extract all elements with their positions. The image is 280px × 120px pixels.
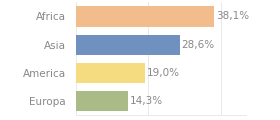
Text: 14,3%: 14,3% — [130, 96, 163, 106]
Text: 38,1%: 38,1% — [216, 12, 249, 21]
Text: 19,0%: 19,0% — [147, 68, 180, 78]
Bar — [76, 63, 145, 83]
Text: 28,6%: 28,6% — [182, 40, 215, 50]
Bar — [76, 35, 179, 55]
Bar — [76, 6, 214, 27]
Bar — [76, 91, 128, 111]
